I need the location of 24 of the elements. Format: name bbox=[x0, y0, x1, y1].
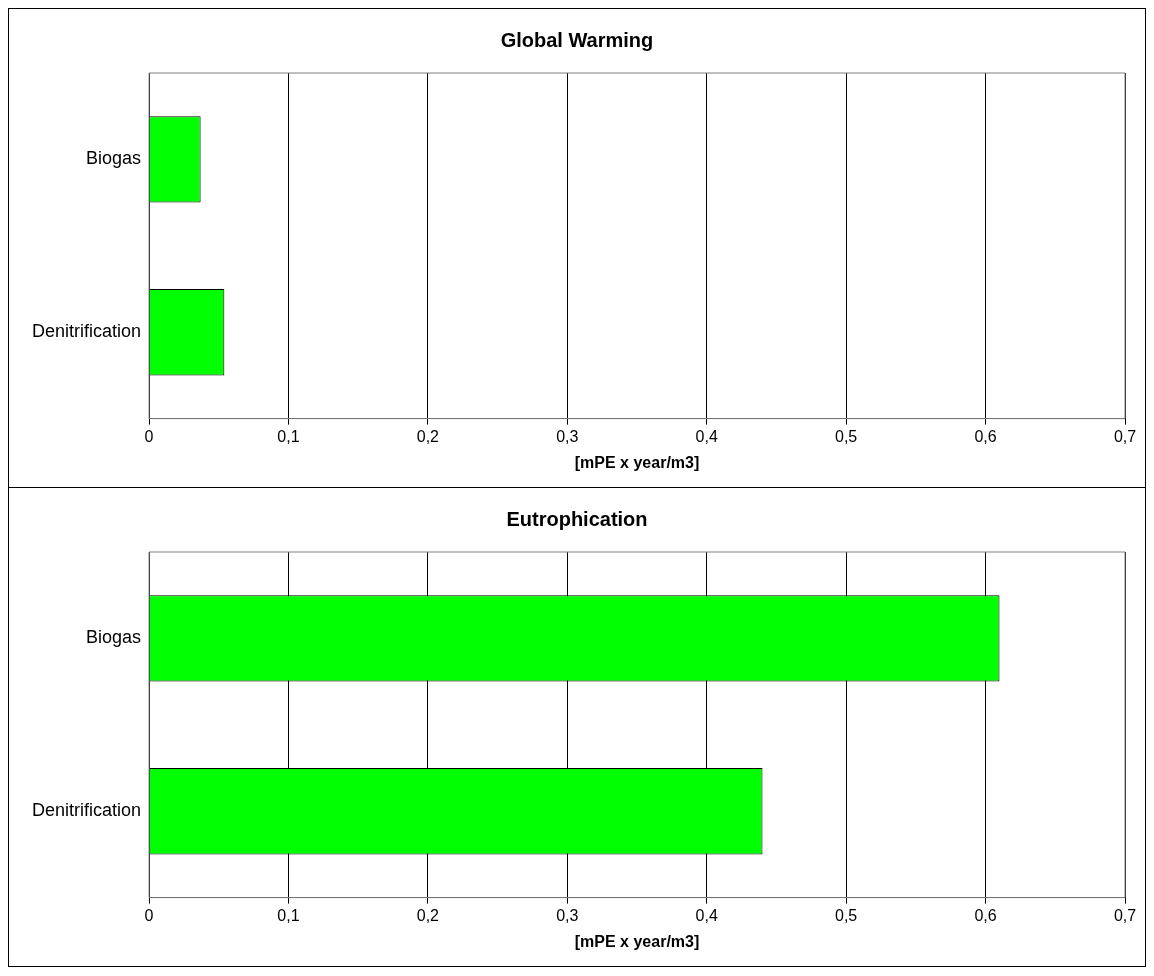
x-tick-label: 0,2 bbox=[416, 906, 440, 924]
x-tick-label: 0,7 bbox=[1113, 906, 1137, 924]
x-tick-label: 0,5 bbox=[835, 906, 858, 924]
chart-title: Eutrophication bbox=[506, 507, 648, 530]
x-tick-label: 0,1 bbox=[277, 427, 300, 445]
x-tick-label: 0,7 bbox=[1113, 427, 1137, 445]
x-tick-label: 0,1 bbox=[277, 906, 300, 924]
x-tick-label: 0,2 bbox=[416, 427, 440, 445]
y-tick-label: Denitrification bbox=[32, 800, 142, 821]
x-tick-label: 0,4 bbox=[695, 427, 718, 445]
y-tick-label: Biogas bbox=[86, 148, 142, 169]
x-tick-label: 0,3 bbox=[556, 906, 579, 924]
chart-title: Global Warming bbox=[500, 28, 654, 51]
x-axis-title: [mPE x year/m3] bbox=[574, 932, 700, 950]
x-tick-label: 0,4 bbox=[695, 906, 718, 924]
x-tick-label: 0 bbox=[144, 906, 154, 924]
y-tick-label: Biogas bbox=[86, 627, 142, 648]
x-tick-label: 0,3 bbox=[556, 427, 579, 445]
y-tick-label: Denitrification bbox=[32, 321, 142, 342]
x-axis-title: [mPE x year/m3] bbox=[574, 453, 700, 471]
x-tick-label: 0 bbox=[144, 427, 154, 445]
x-tick-label: 0,6 bbox=[974, 427, 997, 445]
x-tick-label: 0,5 bbox=[835, 427, 858, 445]
x-tick-label: 0,6 bbox=[974, 906, 997, 924]
